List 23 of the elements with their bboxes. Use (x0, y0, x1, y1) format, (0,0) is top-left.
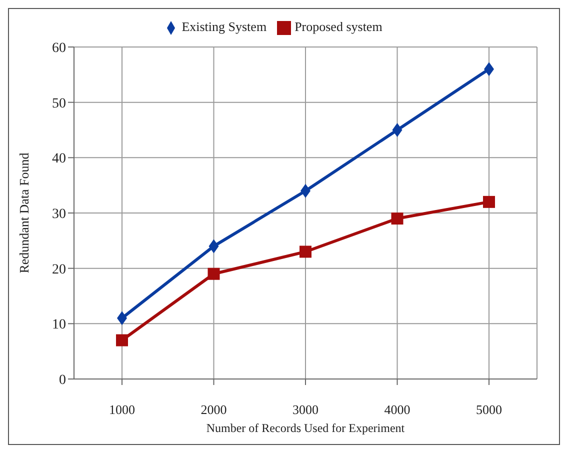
x-tick-label: 4000 (384, 402, 410, 418)
point (483, 196, 495, 208)
legend-label: Proposed system (294, 19, 382, 34)
y-tick-label: 50 (52, 96, 66, 112)
y-tick-label: 40 (52, 152, 66, 167)
y-tick-label: 60 (52, 40, 66, 56)
point (208, 239, 219, 254)
point (116, 334, 128, 346)
point (392, 123, 402, 137)
x-tick-label: 1000 (109, 402, 135, 418)
point (208, 268, 220, 280)
y-axis-title: Redundant Data Found (16, 152, 32, 274)
x-tick-label: 3000 (292, 402, 318, 418)
point (391, 212, 404, 225)
legend-label: Existing System (182, 19, 267, 34)
x-tick-label: 5000 (476, 402, 502, 418)
y-tick-label: 30 (52, 206, 66, 222)
y-tick-label: 0 (59, 372, 66, 388)
y-tick-label: 10 (52, 318, 66, 333)
point (300, 246, 312, 258)
x-axis-title: Number of Records Used for Experiment (206, 421, 406, 435)
y-tick-label: 20 (52, 262, 66, 278)
x-tick-label: 2000 (200, 402, 227, 418)
